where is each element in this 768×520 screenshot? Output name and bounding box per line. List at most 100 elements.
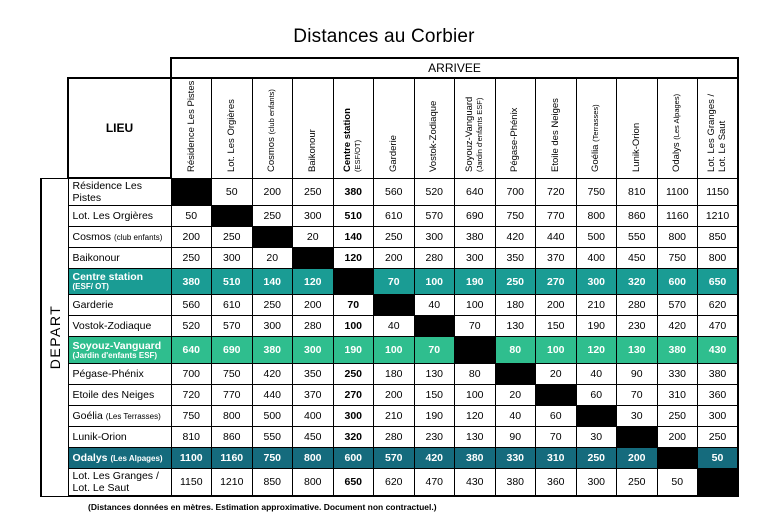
distance-cell: 380: [170, 268, 212, 296]
distance-cell: 280: [413, 247, 455, 270]
distance-cell: 300: [211, 247, 253, 270]
distance-cell: 70: [332, 294, 374, 317]
row-label: Vostok-Zodiaque: [67, 315, 172, 338]
distance-cell: 570: [413, 205, 455, 228]
distance-cell: 300: [251, 315, 293, 338]
distance-cell: 850: [697, 226, 739, 249]
distance-cell: 100: [535, 336, 577, 365]
distance-cell: 200: [373, 384, 415, 407]
col-header-5: Centre station (ESF/OT): [332, 77, 374, 179]
distance-cell: 380: [454, 447, 496, 470]
distance-cell: 800: [211, 405, 253, 428]
distance-cell: 100: [454, 384, 496, 407]
distance-cell: 50: [656, 468, 698, 498]
distance-cell: 190: [575, 315, 617, 338]
distance-cell: 570: [373, 447, 415, 470]
distance-cell: 270: [535, 268, 577, 296]
distance-cell: 500: [251, 405, 293, 428]
distance-cell: 320: [616, 268, 658, 296]
distance-cell: 140: [332, 226, 374, 249]
distance-cell: 40: [413, 294, 455, 317]
distance-cell: 440: [535, 226, 577, 249]
distance-cell: 250: [211, 226, 253, 249]
distance-cell: 120: [332, 247, 374, 270]
distance-cell: 310: [535, 447, 577, 470]
distance-cell: 620: [697, 294, 739, 317]
distance-cell: 130: [616, 336, 658, 365]
col-header-10: Etoile des Neiges: [535, 77, 577, 179]
distance-cell: 750: [211, 363, 253, 386]
distance-cell: 550: [616, 226, 658, 249]
distance-cell: 250: [170, 247, 212, 270]
col-header-14: Lot. Les Granges / Lot. Le Saut: [697, 77, 739, 179]
distance-cell: 40: [494, 405, 536, 428]
distance-cell: 720: [170, 384, 212, 407]
distance-cell: 420: [656, 315, 698, 338]
distance-cell: 360: [697, 384, 739, 407]
distance-cell: 200: [170, 226, 212, 249]
distance-cell: 600: [656, 268, 698, 296]
col-header-3: Cosmos (club enfants): [251, 77, 293, 179]
distance-cell: 100: [332, 315, 374, 338]
distance-cell: 310: [656, 384, 698, 407]
row-label: Odalys (Les Alpages): [67, 447, 172, 470]
corner-blank: [41, 78, 68, 178]
distance-cell: 650: [697, 268, 739, 296]
distance-cell: 230: [413, 426, 455, 449]
distance-cell: 270: [332, 384, 374, 407]
distance-cell: 1210: [211, 468, 253, 498]
distance-cell: 280: [292, 315, 334, 338]
diagonal-cell: [332, 268, 374, 296]
distance-cell: 450: [292, 426, 334, 449]
distance-cell: 250: [251, 294, 293, 317]
distance-cell: 200: [616, 447, 658, 470]
distance-cell: 360: [535, 468, 577, 498]
distance-cell: 380: [332, 177, 374, 207]
distance-cell: 250: [332, 363, 374, 386]
distance-cell: 850: [251, 468, 293, 498]
col-header-13: Odalys (Les Alpages): [656, 77, 698, 179]
lieu-header: LIEU: [67, 77, 172, 179]
distance-cell: 330: [494, 447, 536, 470]
distance-cell: 190: [413, 405, 455, 428]
distance-cell: 250: [494, 268, 536, 296]
distance-cell: 1150: [170, 468, 212, 498]
distance-cell: 380: [697, 363, 739, 386]
col-header-12: Lunik-Orion: [616, 77, 658, 179]
distance-cell: 50: [697, 447, 739, 470]
distance-cell: 640: [170, 336, 212, 365]
diagonal-cell: [535, 384, 577, 407]
col-header-7: Vostok-Zodiaque: [413, 77, 455, 179]
distance-cell: 190: [332, 336, 374, 365]
col-header-4: Baikonour: [292, 77, 334, 179]
distance-cell: 250: [373, 226, 415, 249]
distance-cell: 400: [575, 247, 617, 270]
diagonal-cell: [413, 315, 455, 338]
distance-cell: 320: [332, 426, 374, 449]
distance-cell: 620: [373, 468, 415, 498]
distance-cell: 370: [535, 247, 577, 270]
diagonal-cell: [454, 336, 496, 365]
distance-cell: 140: [251, 268, 293, 296]
distance-cell: 20: [292, 226, 334, 249]
distance-cell: 570: [211, 315, 253, 338]
distance-cell: 20: [535, 363, 577, 386]
distance-cell: 380: [251, 336, 293, 365]
row-label: Soyouz-Vanguard (Jardin d'enfants ESF): [67, 336, 172, 365]
distance-cell: 60: [575, 384, 617, 407]
distance-cell: 380: [494, 468, 536, 498]
distance-cell: 60: [535, 405, 577, 428]
distance-cell: 250: [656, 405, 698, 428]
distance-cell: 300: [413, 226, 455, 249]
distance-cell: 770: [535, 205, 577, 228]
distance-cell: 750: [170, 405, 212, 428]
col-header-2: Lot. Les Orgières: [211, 77, 253, 179]
distance-cell: 1150: [697, 177, 739, 207]
distance-cell: 560: [373, 177, 415, 207]
distance-cell: 810: [170, 426, 212, 449]
distance-cell: 430: [697, 336, 739, 365]
distance-cell: 800: [292, 468, 334, 498]
distance-cell: 50: [211, 177, 253, 207]
diagonal-cell: [170, 177, 212, 207]
distance-cell: 500: [575, 226, 617, 249]
